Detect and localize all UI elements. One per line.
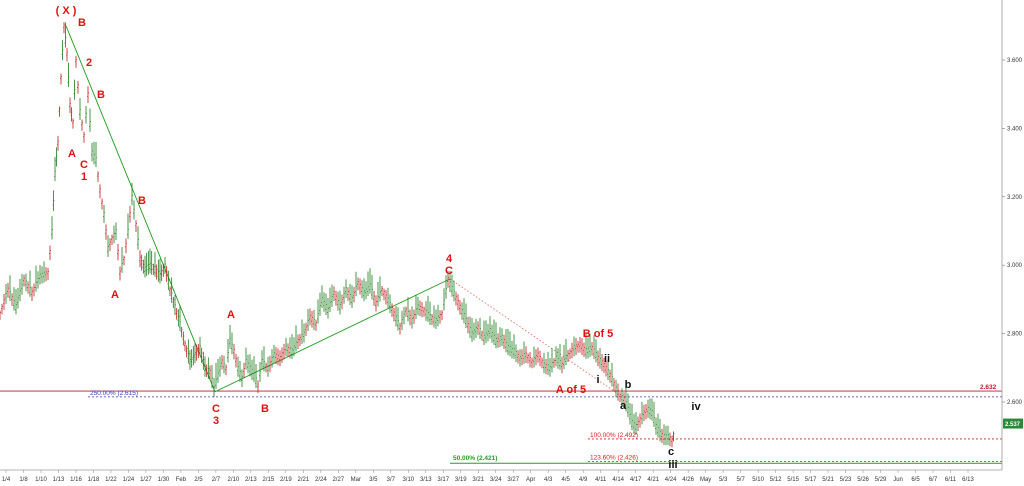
x-tick-label: 3/17 bbox=[437, 477, 449, 483]
x-tick-label: 3/21 bbox=[472, 477, 484, 483]
x-tick-label: 2/24 bbox=[315, 477, 327, 483]
y-tick-label: 2.800 bbox=[1007, 332, 1023, 338]
x-tick-label: 2/5 bbox=[194, 477, 203, 483]
wave-label: ii bbox=[604, 353, 610, 365]
x-tick-label: 4/9 bbox=[579, 477, 588, 483]
x-tick-label: Feb bbox=[176, 477, 187, 483]
x-tick-label: 3/10 bbox=[402, 477, 414, 483]
x-tick-label: Apr bbox=[526, 477, 535, 483]
wave-label: A of 5 bbox=[556, 384, 586, 396]
y-tick-label: 3.600 bbox=[1007, 58, 1023, 64]
level-label: 250.00% (2.615) bbox=[90, 390, 138, 397]
x-tick-label: 3/7 bbox=[387, 477, 396, 483]
x-tick-label: 2/19 bbox=[280, 477, 292, 483]
x-tick-label: 1/18 bbox=[88, 477, 100, 483]
wave-label: B bbox=[97, 89, 105, 101]
y-tick-label: 3.000 bbox=[1007, 263, 1023, 269]
x-tick-label: 3/13 bbox=[420, 477, 432, 483]
wave-label: A bbox=[68, 148, 76, 160]
x-tick-label: 5/3 bbox=[719, 477, 728, 483]
x-tick-label: 6/7 bbox=[929, 477, 938, 483]
wave-label: a bbox=[620, 400, 627, 412]
wave-label: C bbox=[80, 159, 88, 171]
x-tick-label: 4/14 bbox=[612, 477, 624, 483]
x-tick-label: 6/11 bbox=[945, 477, 957, 483]
wave-label: iv bbox=[691, 401, 701, 413]
x-tick-label: Mar bbox=[351, 477, 361, 483]
wave-label: 3 bbox=[213, 415, 219, 427]
x-tick-label: 2/7 bbox=[212, 477, 221, 483]
x-tick-label: 5/7 bbox=[736, 477, 745, 483]
x-tick-label: 2/10 bbox=[228, 477, 240, 483]
x-tick-label: 1/24 bbox=[123, 477, 135, 483]
x-tick-label: 1/16 bbox=[70, 477, 82, 483]
x-tick-label: 1/10 bbox=[35, 477, 47, 483]
x-tick-label: 5/17 bbox=[805, 477, 817, 483]
level-label: 100.00% (2.492) bbox=[590, 432, 638, 439]
y-tick-label: 2.600 bbox=[1007, 400, 1023, 406]
x-tick-label: 3/19 bbox=[455, 477, 467, 483]
x-tick-label: 6/5 bbox=[911, 477, 920, 483]
wave-label: 4 bbox=[446, 253, 453, 265]
y-tick-label: 3.200 bbox=[1007, 195, 1023, 201]
wave-label: A bbox=[227, 309, 235, 321]
wave-label: b bbox=[625, 379, 632, 391]
x-tick-label: 5/15 bbox=[787, 477, 799, 483]
x-tick-label: 4/21 bbox=[647, 477, 659, 483]
wave-label: B bbox=[78, 17, 86, 29]
x-tick-label: Jun bbox=[893, 477, 903, 483]
wave-label: i bbox=[596, 374, 599, 386]
x-tick-label: May bbox=[700, 477, 711, 483]
x-tick-label: 4/24 bbox=[665, 477, 677, 483]
x-tick-label: 2/21 bbox=[298, 477, 310, 483]
wave-label: C bbox=[212, 403, 220, 415]
wave-label: A bbox=[111, 289, 119, 301]
level-label: 2.632 bbox=[980, 384, 997, 391]
x-tick-label: 1/30 bbox=[158, 477, 170, 483]
x-tick-label: 5/29 bbox=[875, 477, 887, 483]
x-tick-label: 5/21 bbox=[822, 477, 834, 483]
x-tick-label: 3/24 bbox=[490, 477, 502, 483]
x-tick-label: 4/26 bbox=[682, 477, 694, 483]
wave-label: ( X ) bbox=[56, 5, 77, 17]
x-tick-label: 5/23 bbox=[840, 477, 852, 483]
x-tick-label: 5/12 bbox=[770, 477, 782, 483]
wave-label: c bbox=[668, 446, 674, 458]
x-tick-label: 5/10 bbox=[752, 477, 764, 483]
wave-label: iii bbox=[668, 459, 677, 471]
wave-label: 2 bbox=[86, 57, 92, 69]
x-tick-label: 1/22 bbox=[105, 477, 117, 483]
level-label: 50.00% (2.421) bbox=[453, 455, 497, 462]
x-tick-label: 1/8 bbox=[19, 477, 28, 483]
trend-line bbox=[65, 25, 216, 392]
x-tick-label: 3/5 bbox=[369, 477, 378, 483]
x-tick-label: 2/27 bbox=[332, 477, 344, 483]
x-tick-label: 4/11 bbox=[595, 477, 607, 483]
x-tick-label: 4/5 bbox=[562, 477, 571, 483]
x-tick-label: 1/4 bbox=[2, 477, 11, 483]
x-tick-label: 1/27 bbox=[140, 477, 152, 483]
wave-label: B bbox=[138, 195, 146, 207]
wave-label: C bbox=[445, 265, 453, 277]
last-price-label: 2.537 bbox=[1005, 422, 1021, 428]
y-tick-label: 3.400 bbox=[1007, 126, 1023, 132]
x-tick-label: 5/26 bbox=[857, 477, 869, 483]
trend-line bbox=[449, 278, 621, 396]
x-tick-label: 2/13 bbox=[245, 477, 257, 483]
x-tick-label: 3/27 bbox=[507, 477, 519, 483]
wave-label: B of 5 bbox=[583, 328, 614, 340]
x-tick-label: 1/13 bbox=[53, 477, 65, 483]
x-tick-label: 4/3 bbox=[544, 477, 553, 483]
last-price-tag bbox=[1003, 418, 1023, 429]
x-tick-label: 4/17 bbox=[630, 477, 642, 483]
wave-label: 1 bbox=[81, 171, 87, 183]
x-tick-label: 6/13 bbox=[962, 477, 974, 483]
x-tick-label: 2/15 bbox=[263, 477, 275, 483]
level-label: 123.60% (2.426) bbox=[590, 455, 638, 462]
wave-label: B bbox=[261, 403, 269, 415]
